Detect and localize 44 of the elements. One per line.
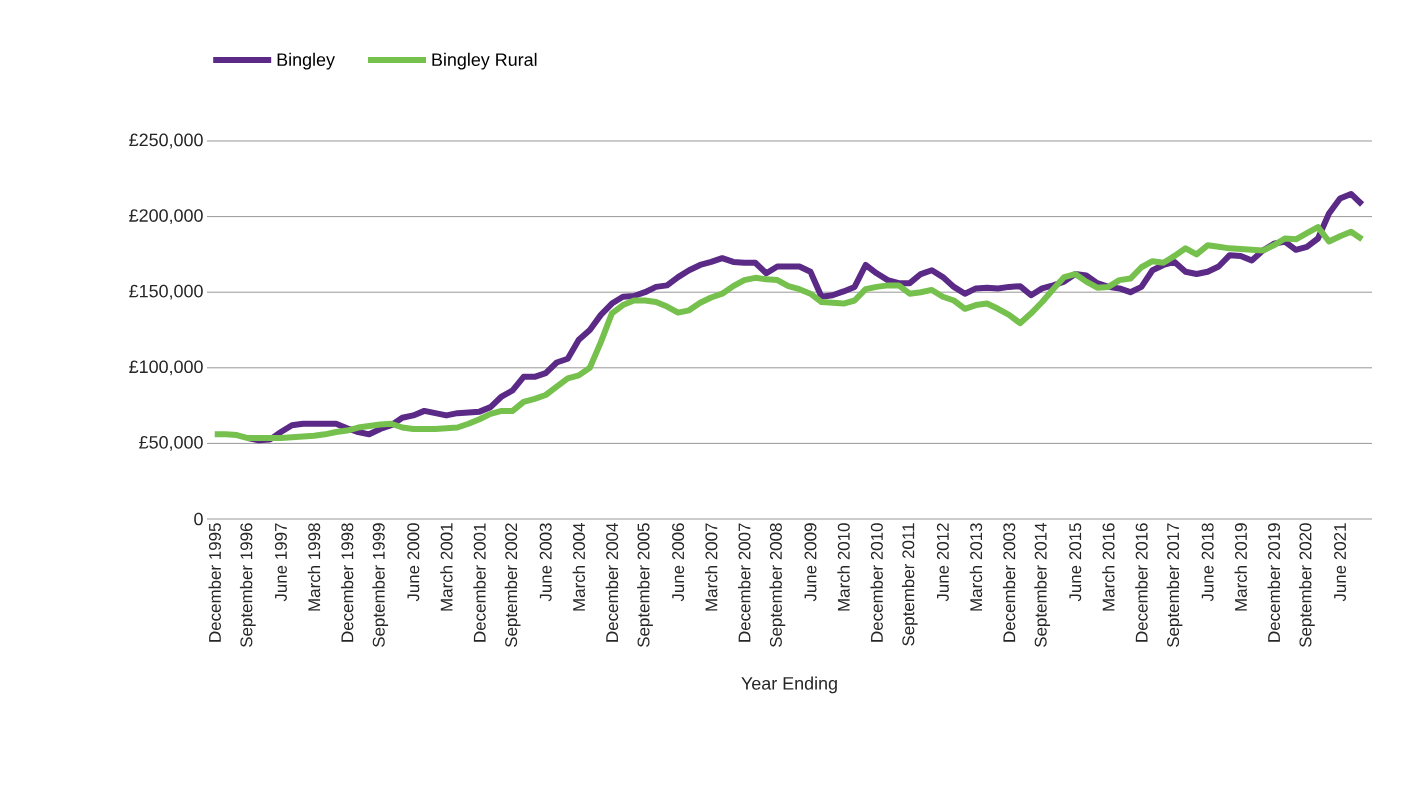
x-tick-label: March 2007 [704, 523, 718, 611]
x-tick-label: September 2005 [637, 523, 653, 647]
y-tick-label: £150,000 [129, 284, 203, 300]
y-tick-label: £200,000 [129, 209, 203, 225]
x-tick-label: December 2016 [1135, 523, 1148, 642]
legend-label: Bingley Rural [432, 52, 537, 70]
x-tick-label: March 2001 [440, 523, 453, 611]
legend-label: Bingley [277, 52, 335, 70]
y-tick-label: £100,000 [129, 360, 203, 376]
x-tick-label: December 2010 [870, 523, 883, 642]
x-tick-label: December 2004 [605, 523, 619, 642]
x-tick-label: June 2018 [1201, 523, 1214, 602]
x-tick-label: March 2004 [572, 523, 586, 611]
x-tick-label: September 1999 [372, 523, 389, 647]
x-tick-label: December 1998 [340, 523, 354, 642]
x-tick-label: December 2019 [1267, 523, 1281, 642]
x-tick-label: June 2012 [936, 523, 949, 602]
x-tick-label: September 2002 [504, 523, 521, 647]
x-tick-label: September 2020 [1299, 523, 1315, 647]
x-tick-label: June 2000 [407, 523, 420, 602]
x-tick-label: September 1996 [239, 523, 256, 647]
y-tick-label: 0 [194, 512, 203, 526]
x-tick-label: June 2015 [1069, 523, 1082, 602]
x-tick-label: March 2019 [1234, 523, 1247, 611]
x-tick-label: March 2013 [969, 523, 983, 611]
x-tick-label: March 1998 [307, 523, 321, 611]
x-tick-label: December 1995 [208, 523, 221, 642]
x-tick-label: September 2017 [1166, 523, 1183, 647]
y-tick-label: £50,000 [139, 435, 203, 451]
x-tick-label: June 2021 [1334, 523, 1347, 602]
x-tick-label: March 2010 [837, 523, 850, 611]
x-tick-label: September 2014 [1034, 523, 1051, 647]
y-tick-label: £250,000 [129, 133, 203, 149]
x-axis-title: Year Ending [741, 676, 837, 694]
x-tick-label: September 2008 [769, 523, 786, 647]
x-tick-label: June 1997 [274, 523, 287, 602]
x-tick-label: June 2006 [672, 523, 685, 602]
x-tick-label: September 2011 [901, 523, 918, 646]
x-tick-label: June 2003 [539, 523, 552, 602]
x-tick-label: March 2016 [1102, 523, 1115, 611]
x-tick-label: December 2003 [1002, 523, 1016, 642]
x-tick-label: December 2001 [473, 523, 486, 642]
x-tick-label: December 2007 [738, 523, 751, 642]
x-tick-label: June 2009 [804, 523, 817, 602]
